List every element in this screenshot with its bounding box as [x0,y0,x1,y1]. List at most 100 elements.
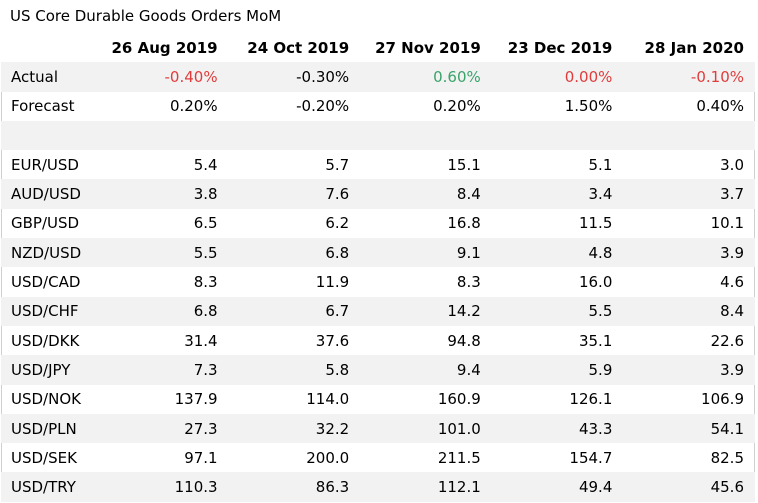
table-cell: 6.8 [228,238,361,268]
row-label: USD/TRY [1,472,97,502]
table-row: USD/NOK 137.9 114.0 160.9 126.1 106.9 [1,385,755,414]
table-cell: 5.1 [588,155,613,174]
table-row: USD/PLN 27.3 32.2 101.0 43.3 54.1 [1,413,755,444]
row-label: GBP/USD [11,214,80,233]
table-cell: 6.7 [228,296,361,326]
table-cell: 45.6 [623,472,755,502]
table-cell: 112.1 [360,472,492,502]
column-header: 24 Oct 2019 [228,33,361,63]
table-row: USD/SEK 97.1 200.0 211.5 154.7 82.5 [1,443,755,472]
table-cell: 0.20% [169,97,218,116]
table-cell: 97.1 [184,448,218,467]
row-label: USD/DKK [11,331,80,350]
table-cell: 32.2 [228,413,361,444]
table-cell: 82.5 [710,448,744,467]
table-cell: 3.9 [623,355,755,385]
table-cell [623,120,755,151]
table-cell: 11.9 [315,273,350,292]
table-cell: 16.0 [578,273,613,292]
table-cell: 3.7 [623,179,755,209]
row-label: USD/JPY [1,355,97,385]
row-label: Forecast [11,97,75,116]
table-cell: 9.4 [360,355,492,385]
table-cell: 3.4 [491,179,624,209]
table-row: USD/TRY 110.3 86.3 112.1 49.4 45.6 [1,472,755,502]
table-cell: -0.20% [296,97,350,116]
table-cell: 0.20% [433,97,481,116]
row-label [1,120,97,151]
table-cell: 5.7 [325,155,350,174]
table-cell: 15.1 [447,155,481,174]
table-cell: 154.7 [569,448,613,467]
table-cell: 43.3 [491,413,624,444]
table-cell: 5.8 [228,355,361,385]
table-cell: 31.4 [184,331,218,350]
table-cell: 0.60% [360,62,492,92]
column-header: 27 Nov 2019 [360,33,492,63]
column-header: 26 Aug 2019 [97,33,229,63]
table-cell: 3.8 [97,179,229,209]
column-header: 23 Dec 2019 [491,33,624,63]
table-cell: 27.3 [97,413,229,444]
table-cell: 4.8 [491,238,624,268]
table-cell: 137.9 [174,390,218,409]
table-cell: 10.1 [710,214,744,233]
row-label: AUD/USD [1,179,97,209]
table-cell: -0.10% [623,62,755,92]
table-cell: 1.50% [564,97,613,116]
table-cell: 126.1 [569,390,613,409]
table-cell: 16.8 [447,214,481,233]
table-row: Actual -0.40% -0.30% 0.60% 0.00% -0.10% [1,62,755,92]
table-cell: 101.0 [360,413,492,444]
table-row: EUR/USD 5.4 5.7 15.1 5.1 3.0 [1,150,755,179]
column-header: 28 Jan 2020 [623,33,755,63]
table-cell: 5.9 [491,355,624,385]
table-cell: 5.5 [491,296,624,326]
table-cell: 8.4 [623,296,755,326]
header-corner [1,33,97,63]
table-cell: 110.3 [97,472,229,502]
table-title: US Core Durable Goods Orders MoM [10,7,282,25]
table-cell: 4.6 [720,273,744,292]
table-cell: 114.0 [306,390,350,409]
table-row: GBP/USD 6.5 6.2 16.8 11.5 10.1 [1,209,755,238]
table-cell: 0.00% [491,62,624,92]
table-cell: 200.0 [306,448,350,467]
table-cell [97,120,229,151]
table-row: USD/CHF 6.8 6.7 14.2 5.5 8.4 [1,296,755,326]
table-cell: 3.9 [623,238,755,268]
table-cell: 106.9 [701,390,744,409]
row-label: USD/SEK [11,448,77,467]
table-cell: 8.4 [360,179,492,209]
table-row [1,120,755,151]
row-label: USD/CAD [11,273,81,292]
table-row: NZD/USD 5.5 6.8 9.1 4.8 3.9 [1,238,755,268]
table-cell: 9.1 [360,238,492,268]
table-cell: 6.5 [193,214,218,233]
table-row: USD/CAD 8.3 11.9 8.3 16.0 4.6 [1,267,755,296]
row-label: Actual [1,62,97,92]
table-cell: 54.1 [623,413,755,444]
table-row: USD/DKK 31.4 37.6 94.8 35.1 22.6 [1,326,755,355]
row-label: USD/PLN [1,413,97,444]
table-cell: 5.4 [193,155,218,174]
table-cell: 6.8 [97,296,229,326]
table-cell: 11.5 [578,214,613,233]
table-cell: 160.9 [437,390,481,409]
table-cell: -0.40% [97,62,229,92]
table-cell: 3.0 [720,155,744,174]
table-cell: 37.6 [315,331,350,350]
header-row: 26 Aug 2019 24 Oct 2019 27 Nov 2019 23 D… [1,33,755,63]
table-cell: 6.2 [325,214,350,233]
table-cell: 7.6 [228,179,361,209]
table-cell: 49.4 [491,472,624,502]
table-row: USD/JPY 7.3 5.8 9.4 5.9 3.9 [1,355,755,385]
table-cell: 7.3 [97,355,229,385]
row-label: EUR/USD [11,155,79,174]
table-cell: 94.8 [447,331,481,350]
table-cell: 14.2 [360,296,492,326]
table-body: Actual -0.40% -0.30% 0.60% 0.00% -0.10% Foreca… [1,62,755,502]
row-label: USD/NOK [11,390,81,409]
data-table: 26 Aug 2019 24 Oct 2019 27 Nov 2019 23 D… [1,33,755,502]
table-cell: 211.5 [437,448,481,467]
